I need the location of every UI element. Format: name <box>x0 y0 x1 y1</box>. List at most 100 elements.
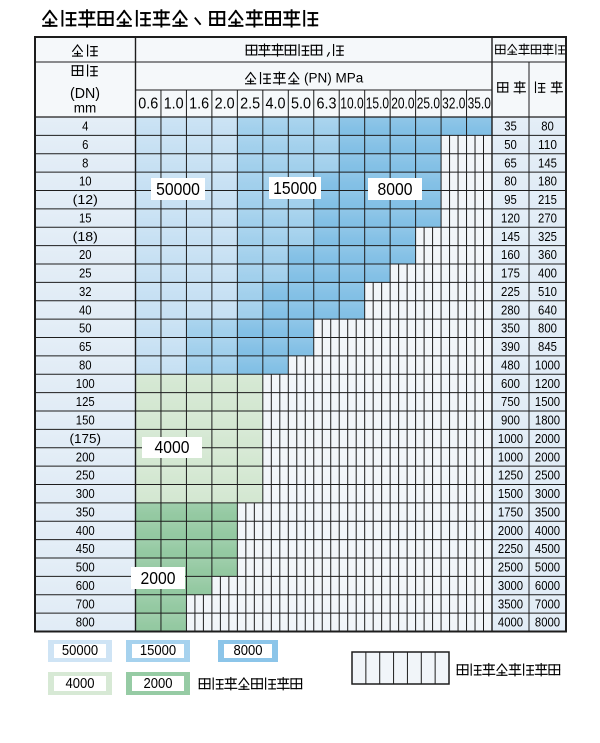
svg-text:4000: 4000 <box>155 437 190 457</box>
svg-text:50: 50 <box>79 322 92 336</box>
svg-text:(12): (12) <box>73 193 98 207</box>
svg-text:5000: 5000 <box>535 561 560 575</box>
svg-text:50: 50 <box>504 138 517 152</box>
svg-text:390: 390 <box>501 340 520 354</box>
svg-text:1500: 1500 <box>498 487 523 501</box>
svg-text:480: 480 <box>501 358 520 372</box>
svg-text:65: 65 <box>504 156 517 170</box>
svg-text:4000: 4000 <box>66 676 95 692</box>
svg-text:(DN): (DN) <box>70 85 100 102</box>
svg-text:95: 95 <box>504 193 517 207</box>
svg-text:225: 225 <box>501 285 520 299</box>
svg-text:500: 500 <box>76 561 95 575</box>
svg-text:25: 25 <box>79 267 92 281</box>
svg-text:2000: 2000 <box>141 568 176 588</box>
svg-text:6.3: 6.3 <box>316 96 336 113</box>
svg-text:32.0: 32.0 <box>442 96 465 113</box>
svg-text:5.0: 5.0 <box>291 96 311 113</box>
svg-text:0.6: 0.6 <box>138 96 158 113</box>
svg-text:110: 110 <box>538 138 557 152</box>
svg-text:160: 160 <box>501 248 520 262</box>
svg-text:845: 845 <box>538 340 557 354</box>
svg-text:1.0: 1.0 <box>164 96 184 113</box>
svg-text:800: 800 <box>538 322 557 336</box>
svg-text:800: 800 <box>76 616 95 630</box>
svg-text:80: 80 <box>504 175 517 189</box>
svg-text:1000: 1000 <box>498 450 523 464</box>
svg-text:270: 270 <box>538 211 557 225</box>
svg-text:2250: 2250 <box>498 542 523 556</box>
svg-text:10.0: 10.0 <box>340 96 363 113</box>
svg-text:6: 6 <box>82 138 88 152</box>
svg-text:3000: 3000 <box>498 579 523 593</box>
svg-text:175: 175 <box>501 267 520 281</box>
svg-text:mm: mm <box>74 101 97 116</box>
svg-text:(18): (18) <box>73 230 98 244</box>
svg-text:80: 80 <box>79 358 92 372</box>
svg-text:8000: 8000 <box>234 643 263 659</box>
svg-text:1750: 1750 <box>498 505 523 519</box>
svg-text:1250: 1250 <box>498 469 523 483</box>
svg-text:120: 120 <box>501 211 520 225</box>
svg-text:25.0: 25.0 <box>417 96 440 113</box>
svg-text:3000: 3000 <box>535 487 560 501</box>
svg-text:10: 10 <box>79 175 92 189</box>
svg-text:40: 40 <box>79 303 92 317</box>
svg-text:35: 35 <box>504 120 517 134</box>
svg-text:150: 150 <box>76 414 95 428</box>
svg-text:80: 80 <box>541 120 554 134</box>
svg-text:15000: 15000 <box>140 643 176 659</box>
svg-text:900: 900 <box>501 414 520 428</box>
svg-text:3500: 3500 <box>498 597 523 611</box>
svg-text:180: 180 <box>538 175 557 189</box>
svg-text:360: 360 <box>538 248 557 262</box>
svg-text:1000: 1000 <box>535 358 560 372</box>
svg-text:2000: 2000 <box>535 450 560 464</box>
svg-text:65: 65 <box>79 340 92 354</box>
svg-text:350: 350 <box>501 322 520 336</box>
svg-text:280: 280 <box>501 303 520 317</box>
svg-text:510: 510 <box>538 285 557 299</box>
svg-text:1.6: 1.6 <box>189 96 209 113</box>
svg-text:4000: 4000 <box>535 524 560 538</box>
svg-text:(PN) MPa: (PN) MPa <box>304 71 364 86</box>
svg-text:8: 8 <box>82 156 88 170</box>
svg-text:2500: 2500 <box>535 469 560 483</box>
svg-text:2000: 2000 <box>498 524 523 538</box>
svg-text:125: 125 <box>76 395 95 409</box>
svg-text:15: 15 <box>79 211 92 225</box>
svg-text:4.0: 4.0 <box>266 96 286 113</box>
svg-text:4500: 4500 <box>535 542 560 556</box>
svg-text:2000: 2000 <box>535 432 560 446</box>
svg-text:8000: 8000 <box>378 179 413 199</box>
svg-text:(175): (175) <box>70 432 102 446</box>
svg-text:145: 145 <box>538 156 557 170</box>
svg-text:640: 640 <box>538 303 557 317</box>
svg-text:1000: 1000 <box>498 432 523 446</box>
svg-text:6000: 6000 <box>535 579 560 593</box>
svg-text:3500: 3500 <box>535 505 560 519</box>
svg-text:1800: 1800 <box>535 414 560 428</box>
svg-text:4: 4 <box>82 120 88 134</box>
svg-text:200: 200 <box>76 450 95 464</box>
svg-text:20.0: 20.0 <box>391 96 414 113</box>
svg-text:7000: 7000 <box>535 597 560 611</box>
svg-text:32: 32 <box>79 285 92 299</box>
svg-text:2000: 2000 <box>144 676 173 692</box>
svg-text:215: 215 <box>538 193 557 207</box>
svg-text:2500: 2500 <box>498 561 523 575</box>
svg-text:15000: 15000 <box>273 178 317 198</box>
svg-text:50000: 50000 <box>62 643 98 659</box>
svg-text:750: 750 <box>501 395 520 409</box>
svg-text:2.0: 2.0 <box>215 96 235 113</box>
svg-text:300: 300 <box>76 487 95 501</box>
svg-text:350: 350 <box>76 505 95 519</box>
svg-text:600: 600 <box>501 377 520 391</box>
svg-text:1500: 1500 <box>535 395 560 409</box>
svg-text:50000: 50000 <box>156 179 200 199</box>
svg-text:400: 400 <box>538 267 557 281</box>
svg-text:15.0: 15.0 <box>366 96 389 113</box>
svg-text:400: 400 <box>76 524 95 538</box>
svg-text:250: 250 <box>76 469 95 483</box>
svg-text:700: 700 <box>76 597 95 611</box>
